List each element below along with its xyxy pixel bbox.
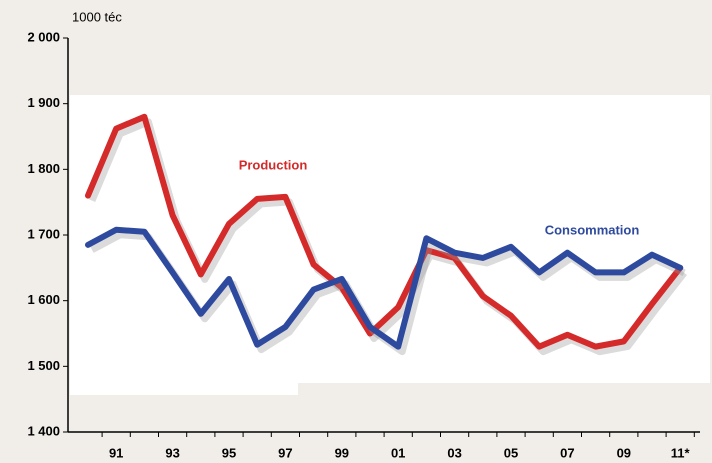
y-tick-label: 1 700 bbox=[27, 226, 60, 241]
x-tick-label: 09 bbox=[617, 445, 631, 460]
panel bbox=[298, 383, 710, 395]
y-tick-label: 1 600 bbox=[27, 292, 60, 307]
x-tick-label: 05 bbox=[504, 445, 518, 460]
y-axis-label: 1000 téc bbox=[72, 9, 122, 24]
x-tick-label: 07 bbox=[560, 445, 574, 460]
y-tick-label: 1 400 bbox=[27, 423, 60, 438]
y-tick-label: 2 000 bbox=[27, 29, 60, 44]
y-tick-label: 1 900 bbox=[27, 95, 60, 110]
x-tick-label: 03 bbox=[447, 445, 461, 460]
series-line bbox=[85, 226, 684, 350]
x-tick-label: 97 bbox=[278, 445, 292, 460]
x-tick-label: 91 bbox=[109, 445, 123, 460]
x-tick-label: 93 bbox=[165, 445, 179, 460]
series-label: Consommation bbox=[545, 222, 640, 237]
series-line bbox=[85, 113, 684, 350]
series-label: Production bbox=[239, 157, 308, 172]
y-tick-label: 1 800 bbox=[27, 161, 60, 176]
x-tick-label: 01 bbox=[391, 445, 405, 460]
x-tick-label: 11* bbox=[671, 445, 691, 460]
x-tick-label: 99 bbox=[335, 445, 349, 460]
y-tick-label: 1 500 bbox=[27, 358, 60, 373]
x-tick-label: 95 bbox=[222, 445, 236, 460]
panel bbox=[298, 95, 710, 383]
